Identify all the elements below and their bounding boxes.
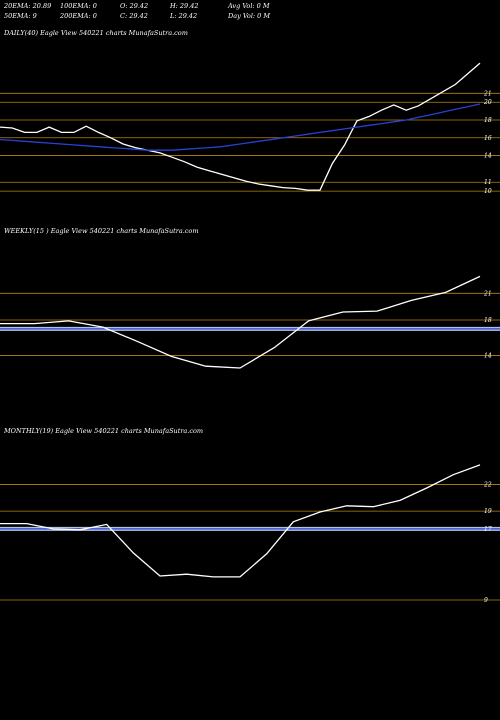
monthly-ytick: 19 [484, 508, 492, 515]
stat-high: H: 29.42 [169, 2, 199, 10]
monthly-price-line [0, 464, 481, 578]
stat-200ema: 200EMA: 0 [59, 12, 97, 20]
stat-100ema: 100EMA: 0 [60, 2, 97, 10]
stat-day-vol: Day Vol: 0 M [227, 12, 270, 20]
chart-panels: 21 20 18 16 14 11 10 21 18 14 22 19 17 9 [0, 62, 500, 604]
daily-panel: 21 20 18 16 14 11 10 [0, 62, 500, 195]
stat-close: C: 29.42 [120, 12, 148, 20]
weekly-ytick: 18 [484, 317, 492, 324]
daily-ytick: 20 [483, 99, 492, 106]
weekly-ytick: 14 [484, 353, 492, 360]
weekly-panel-title: WEEKLY(15 ) Eagle View 540221 charts Mun… [4, 227, 199, 235]
daily-ytick: 21 [483, 90, 492, 97]
daily-ytick: 11 [484, 179, 492, 186]
daily-panel-title: DAILY(40) Eagle View 540221 charts Munaf… [3, 29, 188, 37]
daily-ema-line [0, 103, 481, 151]
daily-ytick: 10 [484, 188, 492, 195]
daily-ytick: 16 [484, 135, 492, 142]
monthly-ytick: 9 [484, 597, 488, 604]
stat-open: O: 29.42 [120, 2, 148, 10]
daily-price-line [0, 62, 481, 191]
monthly-panel: 22 19 17 9 [0, 464, 500, 604]
daily-ytick: 18 [484, 117, 492, 124]
weekly-price-line [0, 275, 481, 369]
stat-50ema: 50EMA: 9 [4, 12, 37, 20]
daily-ytick: 14 [484, 153, 492, 160]
stat-avg-vol: Avg Vol: 0 M [227, 2, 270, 10]
monthly-ytick: 22 [483, 481, 492, 488]
monthly-ytick: 17 [484, 526, 492, 533]
stats-header: 20EMA: 20.89 100EMA: 0 O: 29.42 H: 29.42… [3, 2, 270, 20]
weekly-ytick: 21 [483, 290, 492, 297]
monthly-panel-title: MONTHLY(19) Eagle View 540221 charts Mun… [3, 427, 203, 435]
weekly-panel: 21 18 14 [0, 275, 500, 369]
stat-low: L: 29.42 [169, 12, 197, 20]
stat-20ema: 20EMA: 20.89 [3, 2, 51, 10]
